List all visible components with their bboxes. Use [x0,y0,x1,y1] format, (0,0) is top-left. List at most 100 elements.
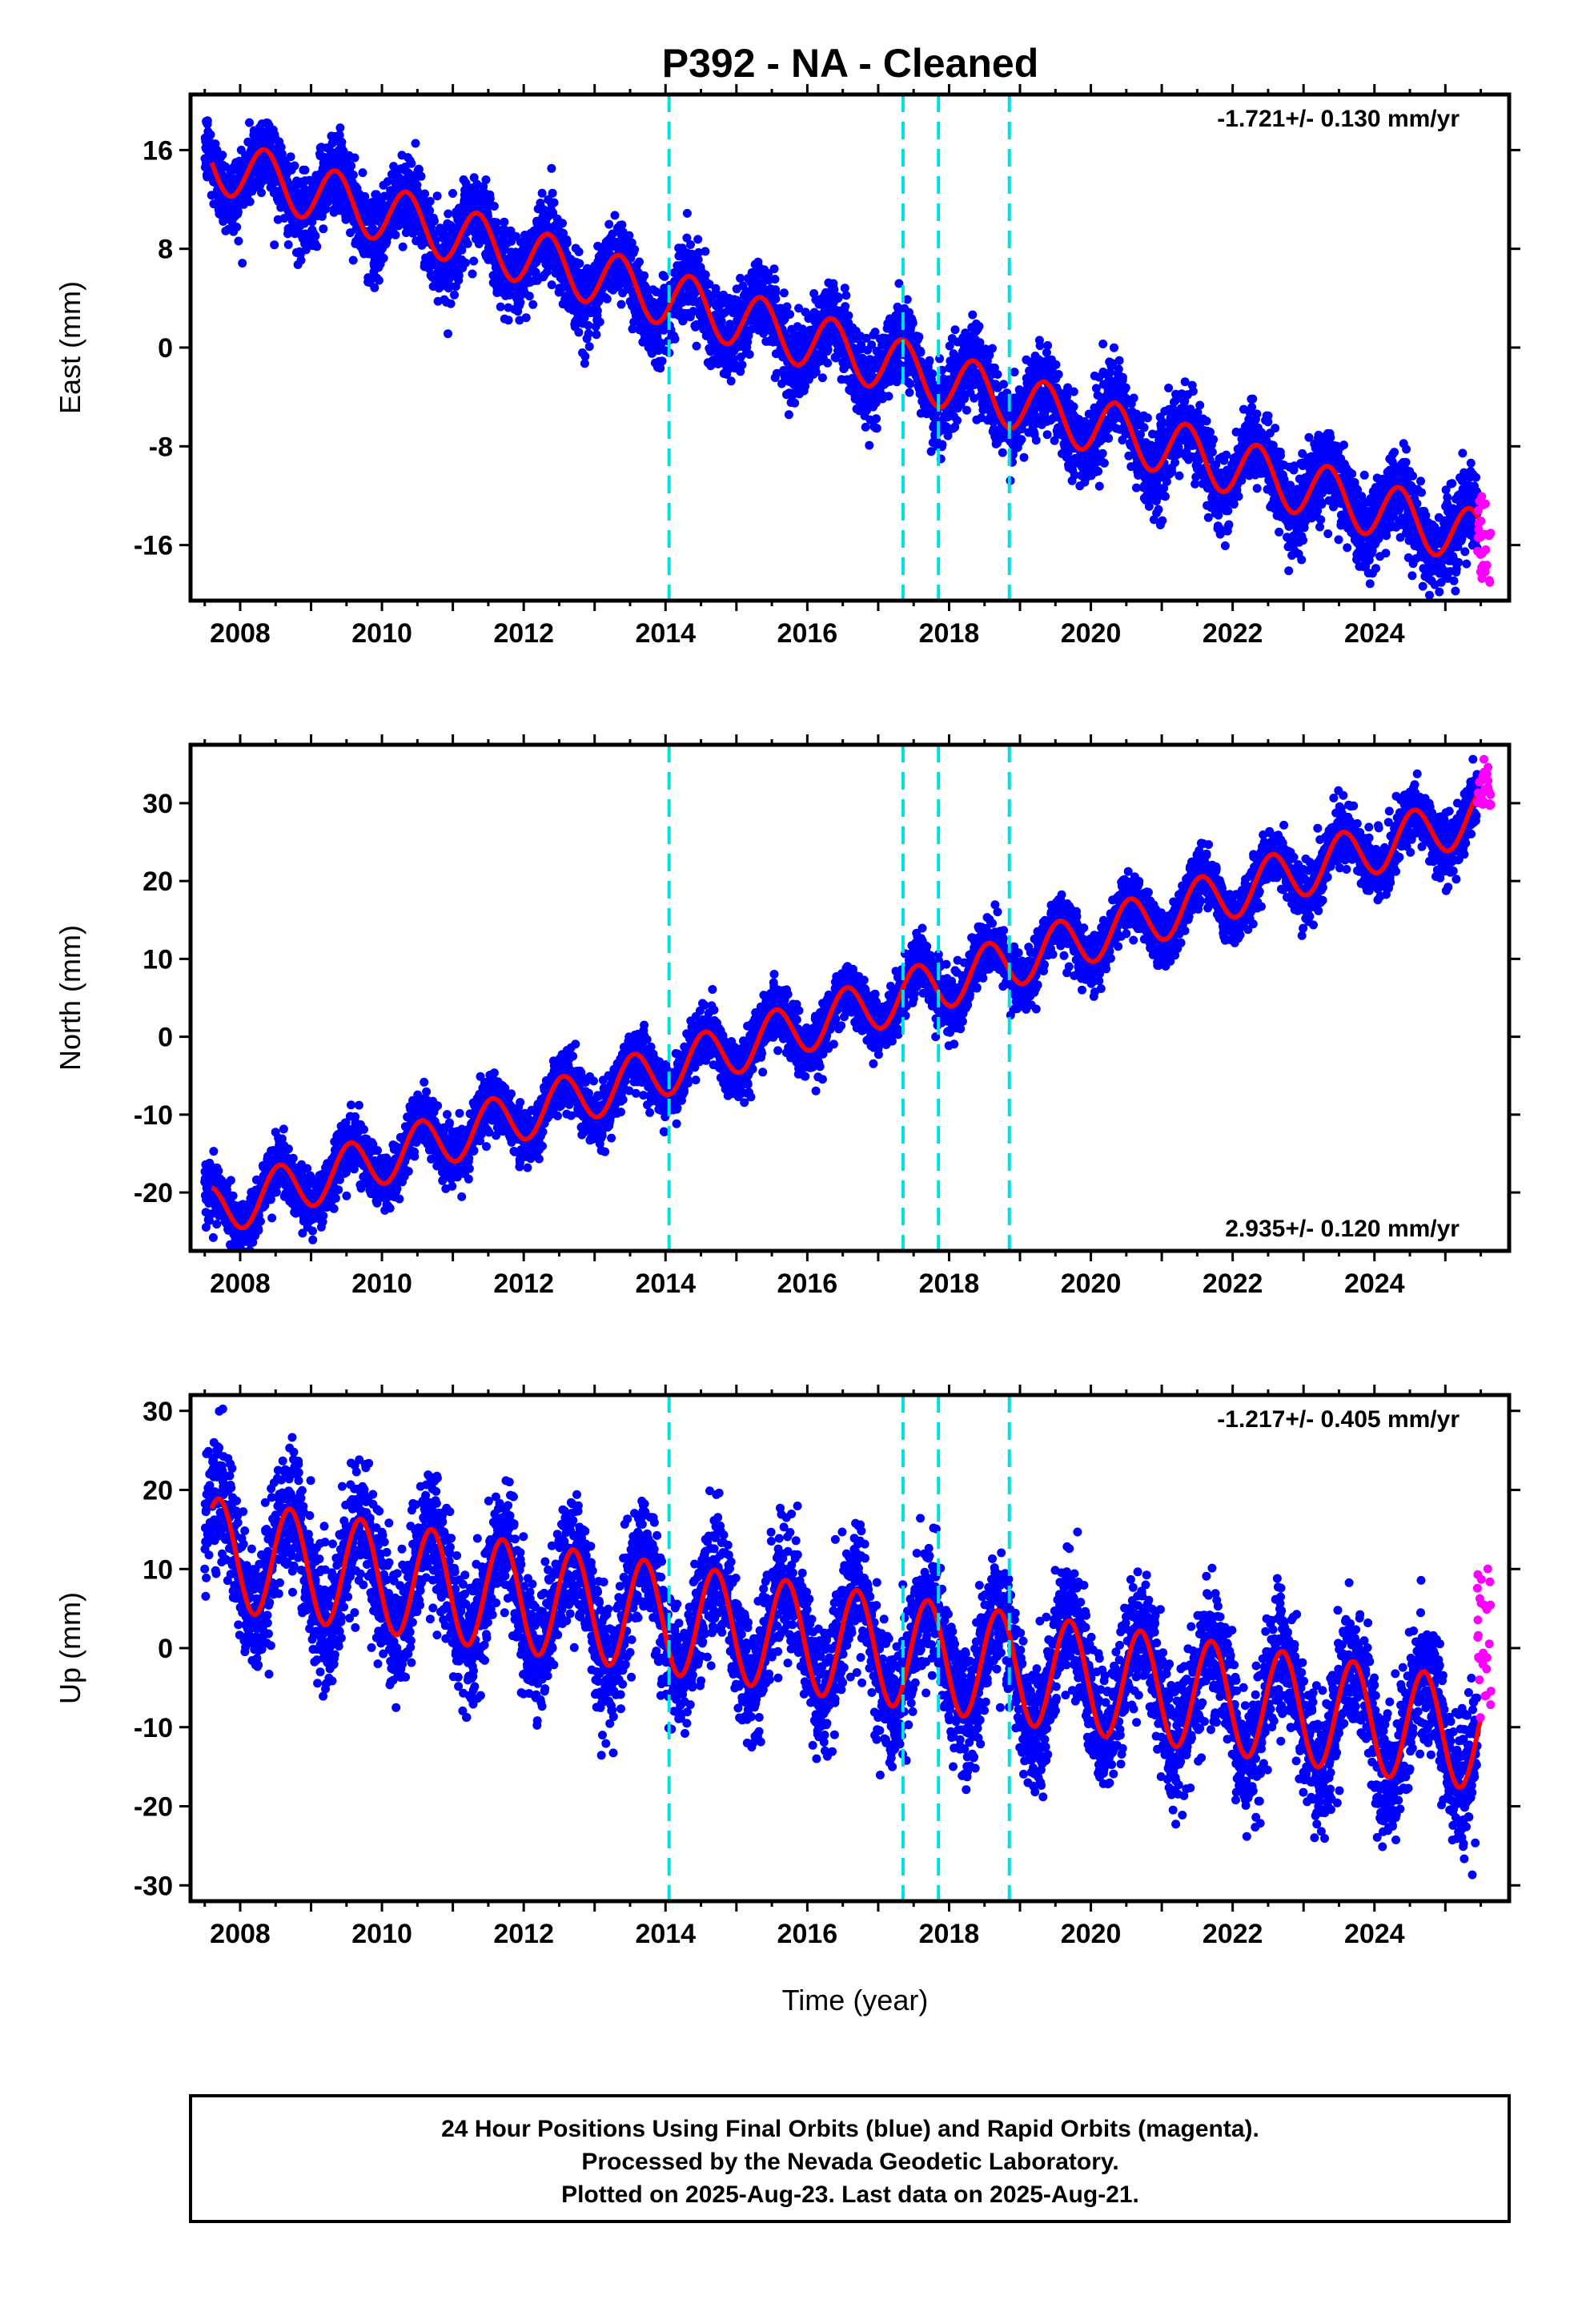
final-orbit-point [341,215,351,224]
final-orbit-point [504,316,513,325]
final-orbit-point [312,242,322,251]
final-orbit-point [784,410,793,420]
final-orbit-point [485,194,495,203]
final-orbit-point [1019,452,1029,462]
final-orbit-point [584,329,593,338]
final-orbit-point [682,208,692,218]
final-orbit-point [245,118,254,127]
final-orbit-point [311,231,320,241]
final-orbit-point [905,379,915,388]
final-orbit-point [771,285,781,295]
final-orbit-point [296,255,306,265]
final-orbit-point [999,380,1009,389]
final-orbit-point [398,242,408,251]
final-orbit-point [823,358,833,368]
final-orbit-point [1042,430,1052,440]
final-orbit-point [617,220,627,230]
final-orbit-point [833,293,843,303]
final-orbit-point [500,217,509,227]
final-orbit-point [558,219,567,228]
final-orbit-point [844,311,853,320]
final-orbit-point [521,313,531,323]
final-orbit-point [547,280,556,290]
final-orbit-point [469,173,479,183]
final-orbit-point [481,175,491,184]
final-orbit-point [840,283,849,293]
final-orbit-point [337,137,347,147]
final-orbit-point [779,288,789,298]
final-orbit-point [993,370,1002,379]
final-orbit-point [782,302,792,312]
final-orbit-point [537,188,547,198]
final-orbit-point [524,292,534,301]
final-orbit-point [610,211,620,220]
final-orbit-point [914,332,924,342]
final-orbit-point [444,329,452,339]
final-orbit-point [454,271,464,280]
final-orbit-point [358,168,367,178]
final-orbit-point [580,352,590,361]
final-orbit-point [1158,516,1167,525]
final-orbit-point [974,322,984,331]
final-orbit-point [584,320,593,330]
final-orbit-point [745,350,754,359]
final-orbit-point [407,159,416,168]
final-orbit-point [1031,436,1041,445]
final-orbit-point [370,283,379,292]
final-orbit-point [950,325,960,335]
final-orbit-point [276,143,286,152]
final-orbit-point [1043,340,1053,350]
final-orbit-point [988,344,997,353]
final-orbit-point [726,376,736,386]
final-orbit-point [206,130,215,139]
final-orbit-point [1094,481,1104,491]
final-orbit-point [916,348,926,357]
final-orbit-point [574,328,584,337]
final-orbit-point [300,165,310,175]
final-orbit-point [1099,458,1109,468]
final-orbit-point [861,422,870,432]
final-orbit-point [283,240,293,249]
final-orbit-point [547,163,556,173]
east-panel: 2008 2010 2012 2014 2016 2018 2020 2022 20241680… [54,84,1520,649]
final-orbit-point [1164,384,1174,392]
final-orbit-point [488,271,498,280]
final-orbit-point [1069,387,1078,396]
final-orbit-point [737,360,747,370]
final-orbit-point [203,116,212,126]
final-orbit-point [1114,364,1123,374]
final-orbit-points [200,116,1482,601]
final-orbit-point [968,310,978,320]
final-orbit-point [1010,368,1019,377]
final-orbit-point [945,341,954,351]
final-orbit-point [1094,467,1103,476]
final-orbit-point [769,264,779,274]
final-orbit-point [234,236,243,246]
final-orbit-point [1167,467,1177,476]
final-orbit-point [383,177,392,187]
final-orbit-point [1017,435,1026,444]
final-orbit-point [925,356,934,365]
final-orbit-point [457,245,467,255]
final-orbit-point [348,255,358,265]
final-orbit-point [335,123,345,133]
final-orbit-point [575,259,584,268]
figure-title: P392 - NA - Cleaned [662,41,1039,86]
final-orbit-point [562,239,572,247]
final-orbit-point [1161,492,1170,501]
final-orbit-point [1069,402,1078,412]
final-orbit-point [736,273,745,283]
final-orbit-point [425,206,435,215]
final-orbit-point [245,197,255,207]
final-orbit-point [670,334,680,344]
final-orbit-point [528,300,538,309]
final-orbit-point [693,235,703,244]
final-orbit-point [574,247,584,256]
final-orbit-point [323,197,333,207]
final-orbit-point [548,188,557,198]
final-orbit-point [444,209,453,219]
final-orbit-point [414,165,424,175]
final-orbit-point [616,300,626,309]
final-orbit-point [391,230,400,239]
